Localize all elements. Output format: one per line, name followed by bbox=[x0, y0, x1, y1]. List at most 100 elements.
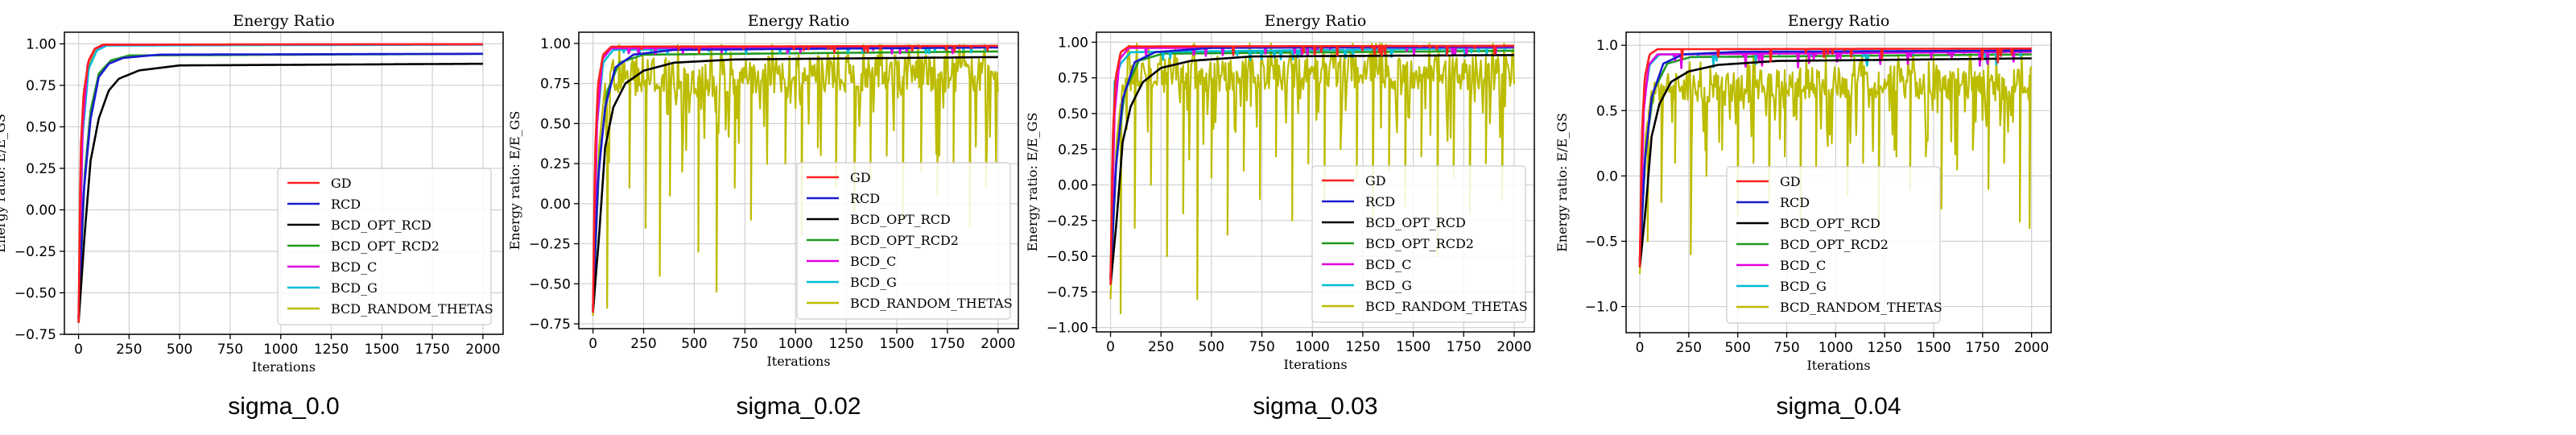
x-tick-label: 1250 bbox=[1345, 339, 1380, 355]
x-tick-label: 0 bbox=[1106, 339, 1115, 355]
x-tick-label: 0 bbox=[74, 342, 83, 358]
y-tick-label: −0.50 bbox=[529, 276, 571, 292]
legend-label: BCD_C bbox=[850, 254, 896, 269]
y-tick-label: 0.75 bbox=[540, 77, 571, 93]
y-tick-label: 0.50 bbox=[26, 119, 56, 135]
panel-caption: sigma_0.0 bbox=[228, 393, 339, 420]
panel-caption: sigma_0.04 bbox=[1776, 393, 1901, 420]
axes-frame bbox=[578, 31, 1019, 329]
y-tick-label: 1.00 bbox=[26, 36, 56, 52]
y-tick-label: 0.25 bbox=[540, 156, 571, 172]
legend-label: GD bbox=[1365, 173, 1386, 188]
legend-label: GD bbox=[1780, 174, 1801, 189]
x-tick-label: 500 bbox=[167, 342, 192, 358]
x-tick-label: 750 bbox=[732, 336, 758, 352]
legend-label: BCD_C bbox=[331, 259, 377, 275]
series-line-gd bbox=[592, 44, 999, 313]
series-line-gd bbox=[77, 43, 484, 323]
y-tick-label: 0.25 bbox=[26, 161, 56, 177]
chart-panel-4: 0 250 500 750 1000 1250 1500 1750 2000 −1.0 −0.5 0.… bbox=[1554, 12, 2052, 420]
y-tick-label: −0.75 bbox=[1046, 284, 1088, 300]
axes-frame bbox=[1096, 31, 1535, 333]
x-tick-label: 1750 bbox=[1965, 340, 2000, 356]
legend-label: BCD_OPT_RCD bbox=[331, 218, 431, 233]
x-tick-label: 1500 bbox=[365, 342, 399, 358]
plot-area bbox=[1109, 43, 1515, 315]
y-tick-label: −0.25 bbox=[529, 237, 571, 253]
y-tick-label: 0.5 bbox=[1596, 103, 1618, 119]
y-tick-label: 0.50 bbox=[1058, 106, 1088, 122]
series-line-bcd-random-thetas bbox=[1109, 43, 1515, 315]
legend-label: BCD_OPT_RCD2 bbox=[1780, 237, 1889, 252]
x-tick-label: 2000 bbox=[465, 342, 500, 358]
panel-caption: sigma_0.03 bbox=[1253, 393, 1377, 420]
x-tick-label: 1250 bbox=[828, 336, 863, 352]
y-tick-label: −1.00 bbox=[1046, 321, 1088, 337]
x-tick-label: 250 bbox=[1676, 340, 1702, 356]
x-axis-label: Iterations bbox=[1283, 357, 1347, 372]
series-line-rcd bbox=[592, 46, 999, 309]
x-tick-label: 250 bbox=[630, 336, 656, 352]
y-tick-label: −0.25 bbox=[1046, 213, 1088, 230]
y-axis-label: Energy ratio: E/E_GS bbox=[507, 111, 522, 251]
x-tick-label: 1000 bbox=[1295, 339, 1330, 355]
y-tick-label: 0.00 bbox=[1058, 178, 1088, 194]
chart-panel-1: 0 250 500 750 1000 1250 1500 1750 2000 −0.75 −0.50… bbox=[0, 12, 504, 420]
series-line-bcd-opt-rcd bbox=[77, 62, 484, 323]
panel-caption: sigma_0.02 bbox=[736, 393, 861, 420]
y-tick-label: −0.25 bbox=[14, 244, 56, 260]
x-tick-label: 1000 bbox=[263, 342, 298, 358]
legend-label: BCD_OPT_RCD bbox=[850, 212, 951, 227]
y-tick-label: −0.50 bbox=[1046, 249, 1088, 265]
legend-label: GD bbox=[331, 176, 352, 191]
x-tick-label: 1750 bbox=[930, 336, 964, 352]
x-tick-label: 250 bbox=[116, 342, 142, 358]
series-line-rcd bbox=[77, 52, 484, 318]
legend-label: GD bbox=[850, 170, 871, 185]
legend-label: RCD bbox=[1780, 195, 1810, 210]
legend-label: RCD bbox=[1365, 194, 1395, 209]
x-tick-label: 500 bbox=[1724, 340, 1750, 356]
series-line-rcd bbox=[1638, 49, 2032, 263]
series-line-bcd-random-thetas bbox=[592, 44, 999, 317]
legend-box bbox=[796, 162, 1011, 320]
x-axis-label: Iterations bbox=[766, 354, 830, 369]
y-tick-label: −0.75 bbox=[529, 317, 571, 333]
y-tick-label: 0.00 bbox=[26, 202, 56, 218]
plot-area bbox=[592, 44, 999, 317]
legend: GD RCD BCD_OPT_RCD BCD_OPT_RCD2 BCD_C BCD_G BC… bbox=[277, 168, 493, 325]
series-line-bcd-opt-rcd2 bbox=[592, 50, 999, 310]
x-tick-label: 1250 bbox=[314, 342, 349, 358]
x-axis-label: Iterations bbox=[252, 359, 316, 375]
chart-panel-2: 0 250 500 750 1000 1250 1500 1750 2000 −0.75 −0.50… bbox=[507, 12, 1019, 420]
legend-label: BCD_C bbox=[1365, 257, 1411, 272]
y-tick-label: 1.0 bbox=[1596, 38, 1618, 54]
x-tick-label: 1750 bbox=[415, 342, 449, 358]
x-tick-label: 2000 bbox=[2014, 340, 2049, 356]
y-tick-label: 0.25 bbox=[1058, 142, 1088, 158]
legend-label: BCD_RANDOM_THETAS bbox=[850, 296, 1013, 311]
legend-label: BCD_G bbox=[1365, 278, 1412, 293]
legend-label: BCD_G bbox=[331, 280, 378, 296]
legend-label: BCD_G bbox=[1780, 279, 1827, 294]
plot-area bbox=[77, 43, 484, 323]
legend-label: BCD_RANDOM_THETAS bbox=[1780, 300, 1942, 315]
legend: GD RCD BCD_OPT_RCD BCD_OPT_RCD2 BCD_C BCD_G BC… bbox=[1726, 166, 1942, 324]
y-tick-label: −0.75 bbox=[14, 327, 56, 343]
legend-label: BCD_OPT_RCD bbox=[1780, 216, 1880, 231]
y-tick-label: 0.50 bbox=[540, 116, 571, 132]
x-tick-label: 750 bbox=[1773, 340, 1799, 356]
y-tick-label: 0.0 bbox=[1596, 168, 1618, 184]
legend-label: BCD_OPT_RCD2 bbox=[850, 233, 959, 248]
x-tick-label: 0 bbox=[1636, 340, 1645, 356]
chart-title: Energy Ratio bbox=[1265, 12, 1367, 30]
x-tick-label: 1500 bbox=[879, 336, 914, 352]
y-tick-label: 0.75 bbox=[1058, 71, 1088, 87]
chart-panel-3: 0 250 500 750 1000 1250 1500 1750 2000 −1.00 −0.75… bbox=[1025, 12, 1535, 420]
x-tick-label: 750 bbox=[1249, 339, 1274, 355]
x-tick-label: 500 bbox=[1199, 339, 1224, 355]
y-axis-label: Energy ratio: E/E_GS bbox=[1025, 113, 1040, 252]
x-tick-label: 2000 bbox=[980, 336, 1015, 352]
series-line-gd bbox=[1638, 48, 2032, 267]
